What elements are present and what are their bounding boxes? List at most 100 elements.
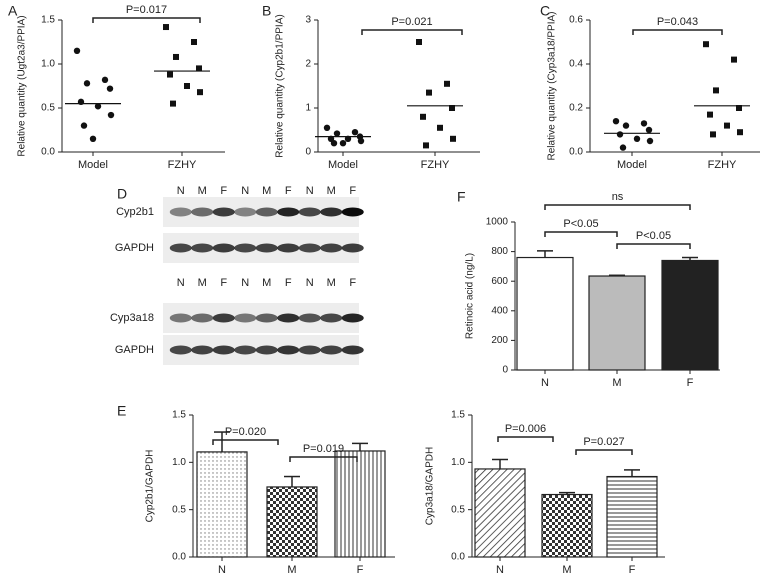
blot-band xyxy=(320,345,343,355)
data-point xyxy=(163,24,169,31)
data-point xyxy=(184,83,190,89)
y-tick-label: 1.5 xyxy=(41,15,55,26)
y-tick-label: 0.0 xyxy=(569,147,583,158)
blot-band xyxy=(234,313,257,323)
data-point xyxy=(197,89,203,96)
lane-label: F xyxy=(349,277,356,289)
data-point xyxy=(713,87,719,94)
y-tick-label: 200 xyxy=(491,335,508,346)
lane-label: N xyxy=(177,277,185,289)
x-tick-label: F xyxy=(687,377,694,389)
y-tick-label: 0 xyxy=(502,365,508,376)
data-point xyxy=(357,137,365,145)
blot-band xyxy=(169,313,192,323)
y-axis-label: Relative quantity (Cyp3a18/PPIA) xyxy=(547,12,558,161)
bar xyxy=(266,486,318,558)
lane-label: M xyxy=(327,185,336,197)
data-point xyxy=(107,111,115,119)
data-point xyxy=(703,41,709,48)
data-point xyxy=(330,140,338,147)
lane-label: N xyxy=(241,277,249,289)
data-point xyxy=(83,80,91,87)
blot-band xyxy=(255,345,278,355)
data-point xyxy=(724,122,730,129)
significance-bracket xyxy=(212,439,279,445)
panel-label: F xyxy=(457,189,466,205)
x-tick-label: N xyxy=(218,564,226,576)
significance-bracket xyxy=(497,436,554,442)
lane-label: F xyxy=(285,185,292,197)
x-tick-label: F xyxy=(629,564,636,576)
y-tick-label: 1.0 xyxy=(41,59,55,70)
row-label: Cyp3a18 xyxy=(110,312,154,324)
x-tick-label: M xyxy=(612,377,621,389)
blot-band xyxy=(191,345,214,355)
blot-band xyxy=(255,313,278,323)
y-tick-label: 3 xyxy=(305,15,311,26)
blot-band xyxy=(255,207,278,217)
blot-band xyxy=(320,207,343,217)
panel-label: D xyxy=(117,186,127,202)
bar xyxy=(516,256,574,371)
y-tick-label: 1.5 xyxy=(451,410,465,421)
data-point xyxy=(323,124,331,131)
significance-bracket xyxy=(361,29,463,35)
y-tick-label: 2 xyxy=(305,59,311,70)
y-tick-label: 0.6 xyxy=(569,15,583,26)
data-point xyxy=(94,103,102,110)
row-label: GAPDH xyxy=(115,242,154,254)
blot-band xyxy=(191,243,214,253)
bar xyxy=(606,475,658,558)
y-tick-label: 0 xyxy=(305,147,311,158)
x-tick-label: FZHY xyxy=(168,159,197,171)
x-tick-label: FZHY xyxy=(421,159,450,171)
bar xyxy=(474,468,526,558)
data-point xyxy=(449,105,455,111)
bar xyxy=(661,259,719,371)
significance-bracket xyxy=(92,17,201,23)
lane-label: N xyxy=(241,185,249,197)
blot-band xyxy=(298,345,321,355)
blot-band xyxy=(234,243,257,253)
data-point xyxy=(737,129,743,136)
lane-label: F xyxy=(285,277,292,289)
significance-bracket xyxy=(544,204,691,210)
bar xyxy=(541,493,593,558)
blot-band xyxy=(255,243,278,253)
significance-bracket xyxy=(544,231,618,237)
lane-label: M xyxy=(262,277,271,289)
blot-band xyxy=(320,313,343,323)
annotation: ns xyxy=(612,191,624,203)
data-point xyxy=(73,47,81,54)
data-point xyxy=(437,124,443,131)
blot-band xyxy=(191,207,214,217)
blot-band xyxy=(277,207,300,217)
lane-label: N xyxy=(177,185,185,197)
y-tick-label: 0.0 xyxy=(451,552,465,563)
blot-band xyxy=(341,313,364,323)
data-point xyxy=(616,131,624,138)
y-tick-label: 0.5 xyxy=(451,504,465,515)
data-point xyxy=(640,120,648,127)
y-tick-label: 800 xyxy=(491,246,508,257)
y-tick-label: 0.5 xyxy=(41,103,55,114)
x-tick-label: F xyxy=(357,564,364,576)
data-point xyxy=(416,39,422,45)
blot-band xyxy=(169,243,192,253)
data-point xyxy=(645,126,653,134)
bar xyxy=(196,451,248,558)
lane-label: M xyxy=(198,277,207,289)
blot-band xyxy=(212,313,235,323)
data-point xyxy=(707,111,713,118)
annotation: P=0.043 xyxy=(657,16,698,28)
data-point xyxy=(173,53,179,60)
significance-bracket xyxy=(632,29,723,35)
blot-band xyxy=(277,313,300,323)
blot-band xyxy=(341,207,364,217)
data-point xyxy=(339,140,347,147)
annotation: P<0.05 xyxy=(563,218,598,230)
y-axis-label: Relative quantity (Ugt2a3/PPIA) xyxy=(17,15,28,156)
data-point xyxy=(710,131,716,138)
lane-label: F xyxy=(220,185,227,197)
blot-band xyxy=(277,345,300,355)
